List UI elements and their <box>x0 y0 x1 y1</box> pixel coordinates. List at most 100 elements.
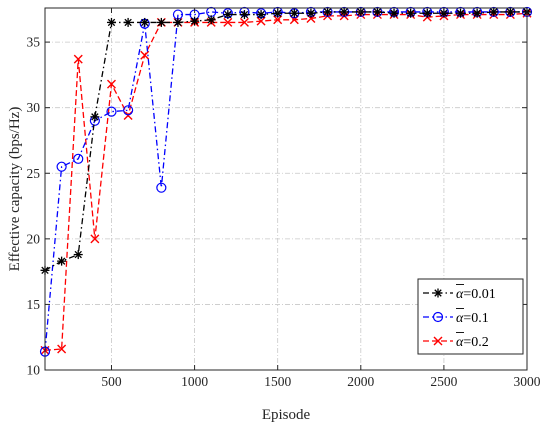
data-point-asterisk <box>140 17 150 27</box>
x-stroke <box>90 234 100 244</box>
data-point-asterisk <box>106 17 116 27</box>
data-point-x <box>90 234 100 244</box>
data-point-asterisk <box>339 7 349 17</box>
asterisk-stroke <box>257 10 265 19</box>
x-stroke <box>273 15 283 25</box>
series-layer <box>39 6 533 357</box>
data-point-x <box>73 54 83 64</box>
data-point-asterisk <box>406 8 416 18</box>
asterisk-stroke <box>473 9 481 17</box>
legend-value: =0.1 <box>463 311 488 326</box>
x-tick-label: 2500 <box>430 374 457 389</box>
data-point-circle <box>73 153 84 164</box>
asterisk-stroke <box>124 18 132 27</box>
asterisk-stroke <box>224 10 232 19</box>
asterisk-stroke <box>174 18 182 27</box>
data-point-x <box>239 17 249 27</box>
legend-label: α=0.1 <box>456 311 489 326</box>
x-stroke <box>223 17 233 27</box>
x-tick-labels: 500 1000 1500 2000 2500 3000 <box>101 374 540 389</box>
asterisk-stroke <box>91 113 99 121</box>
asterisk-stroke <box>207 16 215 24</box>
y-axis-label: Effective capacity (bps/Hz) <box>7 107 23 272</box>
data-point-asterisk <box>206 15 216 25</box>
data-point-asterisk <box>422 8 432 18</box>
axes-frame <box>44 7 528 371</box>
asterisk-stroke <box>434 289 442 297</box>
data-point-asterisk <box>372 7 382 17</box>
data-point-x <box>140 50 150 60</box>
asterisk-stroke <box>57 257 66 265</box>
x-tick-label: 1500 <box>264 374 291 389</box>
asterisk-stroke <box>340 8 348 16</box>
data-point-asterisk <box>57 256 67 266</box>
data-point-x <box>433 336 443 346</box>
legend-value: =0.01 <box>463 287 495 302</box>
data-point-x <box>273 15 283 25</box>
x-stroke <box>57 344 67 354</box>
data-point-circle <box>56 161 67 172</box>
y-tick-labels: 10 15 20 25 30 35 <box>27 35 41 378</box>
x-stroke <box>256 16 266 26</box>
data-point-circle <box>123 105 134 116</box>
asterisk-stroke <box>406 9 415 17</box>
legend-entry: α=0.1 <box>423 308 489 326</box>
y-tick-label: 25 <box>27 166 41 181</box>
data-point-asterisk <box>123 17 133 27</box>
data-point-x <box>106 79 116 89</box>
asterisk-stroke <box>490 8 498 16</box>
asterisk-stroke <box>290 9 299 17</box>
data-point-asterisk <box>90 112 100 122</box>
legend: α=0.01α=0.1α=0.2 <box>417 278 524 355</box>
y-tick-label: 30 <box>27 100 41 115</box>
x-tick-label: 500 <box>101 374 122 389</box>
data-point-circle <box>156 182 167 193</box>
data-point-asterisk <box>173 17 183 27</box>
data-point-asterisk <box>239 10 249 20</box>
x-tick-label: 1000 <box>181 374 208 389</box>
x-stroke <box>123 111 133 121</box>
legend-symbol: α <box>456 335 464 350</box>
asterisk-stroke <box>506 8 515 16</box>
data-point-asterisk <box>456 8 466 18</box>
asterisk-stroke <box>323 8 332 16</box>
asterisk-stroke <box>390 9 398 17</box>
y-tick-label: 15 <box>27 297 41 312</box>
y-tick-label: 10 <box>27 363 41 378</box>
x-tick-label: 3000 <box>514 374 541 389</box>
legend-value: =0.2 <box>463 335 488 350</box>
data-point-asterisk <box>73 250 83 260</box>
asterisk-stroke <box>141 18 149 27</box>
data-point-asterisk <box>389 8 399 18</box>
data-point-x <box>123 111 133 121</box>
data-point-x <box>223 17 233 27</box>
asterisk-stroke <box>373 8 382 16</box>
data-point-x <box>256 16 266 26</box>
series-line <box>44 11 527 352</box>
data-point-asterisk <box>306 8 316 18</box>
x-stroke <box>140 50 150 60</box>
legend-entry: α=0.01 <box>423 284 496 302</box>
x-axis-label: Episode <box>262 407 311 423</box>
data-point-circle <box>432 311 444 323</box>
asterisk-stroke <box>423 9 431 17</box>
data-point-x <box>57 344 67 354</box>
asterisk-stroke <box>74 250 82 259</box>
asterisk-stroke <box>440 9 448 17</box>
data-point-asterisk <box>489 7 499 17</box>
y-tick-label: 35 <box>27 35 41 50</box>
asterisk-stroke <box>456 9 465 17</box>
legend-symbol: α <box>456 287 464 302</box>
asterisk-stroke <box>107 18 116 27</box>
x-stroke <box>73 54 83 64</box>
plot-frame <box>44 7 528 371</box>
data-point-asterisk <box>256 10 266 20</box>
legend-label: α=0.2 <box>456 335 489 350</box>
y-tick-label: 20 <box>27 231 41 246</box>
asterisk-stroke <box>307 9 315 17</box>
asterisk-stroke <box>157 18 166 27</box>
data-point-asterisk <box>156 17 166 27</box>
asterisk-stroke <box>273 9 282 17</box>
